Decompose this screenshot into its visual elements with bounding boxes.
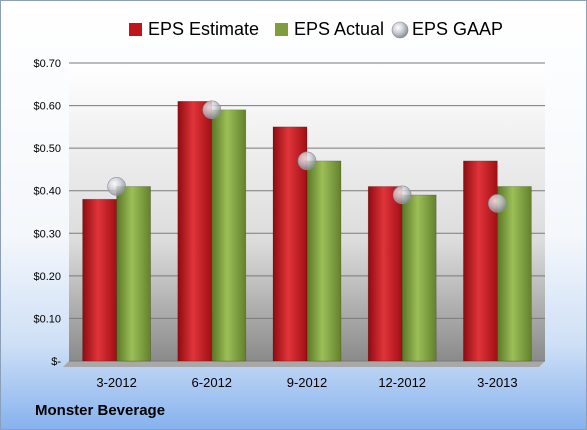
bar-eps-actual xyxy=(497,186,532,362)
legend-swatch-estimate xyxy=(129,23,142,36)
marker-eps-gaap xyxy=(488,194,507,213)
bar-eps-estimate xyxy=(82,198,117,362)
marker-eps-gaap xyxy=(297,151,317,171)
bar-eps-actual xyxy=(116,186,151,362)
legend-swatch-actual xyxy=(275,23,288,36)
plot-floor xyxy=(63,361,545,367)
x-tick-label: 6-2012 xyxy=(192,375,232,390)
y-tick-label: $0.70 xyxy=(33,58,61,70)
y-tick-label: $0.40 xyxy=(33,186,61,198)
y-tick-label: $0.10 xyxy=(33,313,61,325)
y-tick-label: $0.50 xyxy=(33,143,61,155)
y-tick-label: $0.60 xyxy=(33,101,61,113)
bar-eps-estimate xyxy=(367,186,403,362)
x-tick-label: 3-2013 xyxy=(477,375,517,390)
marker-eps-gaap xyxy=(107,177,126,196)
x-tick-label: 12-2012 xyxy=(378,375,426,390)
bar-eps-actual xyxy=(211,109,247,362)
bar-eps-estimate xyxy=(463,160,498,362)
x-tick-label: 9-2012 xyxy=(287,375,327,390)
y-tick-label: $0.20 xyxy=(33,271,61,283)
legend-label: EPS GAAP xyxy=(412,19,503,39)
x-tick-label: 3-2012 xyxy=(96,375,136,390)
bar-eps-estimate xyxy=(177,101,213,362)
y-tick-label: $- xyxy=(51,356,61,368)
marker-eps-gaap xyxy=(392,185,412,205)
company-label: Monster Beverage xyxy=(35,402,166,419)
marker-eps-gaap xyxy=(202,100,222,120)
bar-eps-actual xyxy=(306,160,342,362)
legend-label: EPS Estimate xyxy=(148,19,259,39)
legend-swatch-gaap xyxy=(391,21,409,39)
legend-label: EPS Actual xyxy=(294,19,384,39)
bar-eps-actual xyxy=(401,194,437,362)
y-tick-label: $0.30 xyxy=(33,228,61,240)
